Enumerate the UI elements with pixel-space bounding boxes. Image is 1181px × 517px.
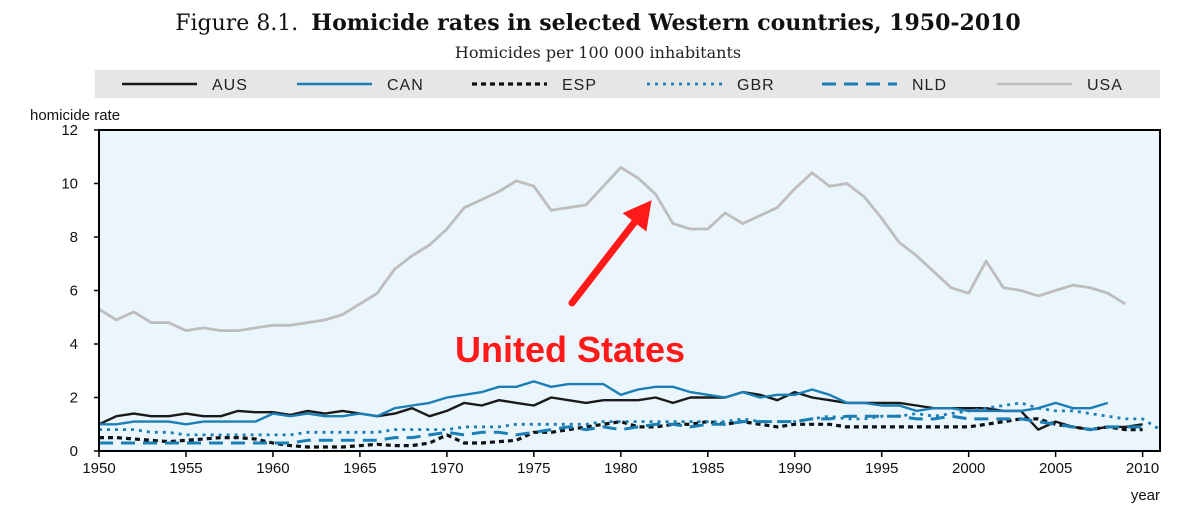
axis-ticks: 0 2 4 6 8 10 12 1950 1955 1960 1965 1970 1975 1980 198… bbox=[61, 122, 1159, 477]
y-tick-label: 2 bbox=[70, 390, 78, 407]
series-line-esp bbox=[99, 417, 1143, 449]
chart-title: Figure 8.1. Homicide rates in selected W… bbox=[175, 10, 1021, 36]
x-tick-label: 2005 bbox=[1039, 460, 1072, 477]
plot-frame bbox=[98, 129, 1161, 452]
x-tick-label: 1980 bbox=[604, 460, 637, 477]
y-tick-label: 12 bbox=[61, 122, 78, 139]
x-tick-label: 1960 bbox=[256, 460, 289, 477]
series-line-aus bbox=[98, 390, 1143, 431]
series-line-gbr bbox=[99, 401, 1161, 437]
x-tick-label: 1955 bbox=[169, 460, 202, 477]
legend-background bbox=[95, 70, 1160, 98]
y-tick-label: 8 bbox=[70, 229, 78, 246]
series-line-usa bbox=[98, 165, 1126, 333]
legend-label-aus: AUS bbox=[212, 77, 248, 94]
x-tick-label: 1975 bbox=[517, 460, 550, 477]
legend: AUS CAN ESP GBR NLD USA bbox=[122, 77, 1123, 94]
legend-label-esp: ESP bbox=[562, 77, 597, 94]
annotation: United States bbox=[455, 200, 685, 370]
legend-label-can: CAN bbox=[387, 77, 424, 94]
y-tick-label: 10 bbox=[61, 176, 78, 193]
chart-subtitle: Homicides per 100 000 inhabitants bbox=[455, 43, 741, 62]
y-axis-label: homicide rate bbox=[30, 107, 120, 124]
x-axis-label: year bbox=[1131, 487, 1160, 504]
annotation-text: United States bbox=[455, 329, 685, 370]
y-tick-label: 0 bbox=[70, 443, 78, 460]
chart-title-prefix: Figure 8.1. bbox=[175, 11, 298, 36]
x-tick-label: 1950 bbox=[82, 460, 115, 477]
y-tick-label: 4 bbox=[70, 336, 78, 353]
x-tick-label: 1965 bbox=[343, 460, 376, 477]
legend-label-gbr: GBR bbox=[737, 77, 775, 94]
x-tick-label: 2000 bbox=[952, 460, 985, 477]
legend-label-usa: USA bbox=[1087, 77, 1123, 94]
x-tick-label: 1995 bbox=[865, 460, 898, 477]
chart-title-main: Homicide rates in selected Western count… bbox=[311, 10, 1020, 36]
x-tick-label: 1970 bbox=[430, 460, 463, 477]
annotation-arrow-shaft bbox=[568, 218, 638, 307]
x-tick-label: 2010 bbox=[1126, 460, 1159, 477]
series-line-can bbox=[99, 380, 1109, 426]
series-lines bbox=[98, 165, 1161, 449]
x-tick-label: 1990 bbox=[778, 460, 811, 477]
y-tick-label: 6 bbox=[70, 283, 78, 300]
legend-label-nld: NLD bbox=[912, 77, 947, 94]
x-tick-label: 1985 bbox=[691, 460, 724, 477]
plot-area bbox=[99, 130, 1160, 451]
annotation-arrow-head bbox=[622, 200, 652, 232]
